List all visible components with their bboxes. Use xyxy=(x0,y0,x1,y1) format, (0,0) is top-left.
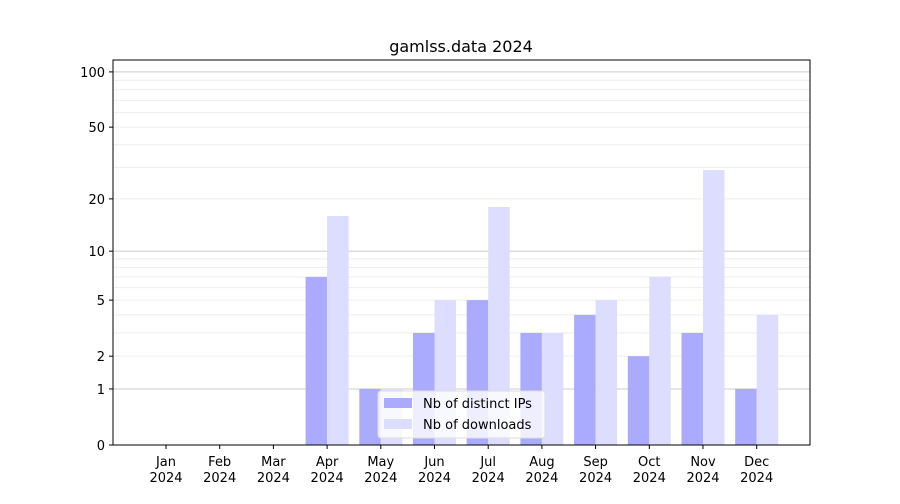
x-tick-label: Nov 2024 xyxy=(686,455,719,486)
x-tick-label: Mar 2024 xyxy=(257,455,290,486)
x-tick-label: May 2024 xyxy=(364,455,397,486)
x-tick-label: Jun 2024 xyxy=(418,455,451,486)
bar-distinct-ips xyxy=(627,356,650,445)
bar-distinct-ips xyxy=(359,388,381,445)
bar-distinct-ips xyxy=(681,332,703,445)
bar-distinct-ips xyxy=(574,314,596,445)
x-tick-label: Jul 2024 xyxy=(472,455,505,486)
legend-box xyxy=(377,390,546,439)
y-tick-label: 100 xyxy=(80,66,105,81)
legend: Nb of distinct IPs Nb of downloads xyxy=(377,390,546,439)
bar-distinct-ips xyxy=(735,388,757,445)
bar-downloads xyxy=(488,206,510,445)
y-tick-label: 50 xyxy=(88,121,105,136)
bar-downloads xyxy=(649,276,671,445)
x-tick-label: Oct 2024 xyxy=(633,455,666,486)
bar-downloads xyxy=(327,215,349,445)
x-tick-label: Dec 2024 xyxy=(740,455,773,486)
legend-swatch xyxy=(384,419,412,429)
x-tick-label: Feb 2024 xyxy=(203,455,236,486)
bar-downloads xyxy=(541,332,564,445)
y-tick-label: 20 xyxy=(88,193,105,208)
y-tick-label: 10 xyxy=(88,245,105,260)
y-tick-label: 1 xyxy=(97,383,105,398)
x-tick-label: Apr 2024 xyxy=(311,455,344,486)
bar-downloads xyxy=(595,300,618,445)
bar-distinct-ips xyxy=(305,276,328,445)
bar-downloads xyxy=(756,314,779,445)
bar-downloads xyxy=(703,170,725,445)
y-tick-label: 0 xyxy=(97,439,105,454)
x-tick-label: Jan 2024 xyxy=(149,455,182,486)
legend-label: Nb of downloads xyxy=(423,418,532,433)
plot-frame xyxy=(112,59,811,446)
legend-label: Nb of distinct IPs xyxy=(423,397,532,412)
y-tick-label: 5 xyxy=(97,294,105,309)
y-tick-label: 2 xyxy=(97,350,105,365)
chart-title: gamlss.data 2024 xyxy=(389,37,533,56)
x-tick-label: Sep 2024 xyxy=(579,455,612,486)
x-tick-label: Aug 2024 xyxy=(525,455,558,486)
legend-swatch xyxy=(384,398,412,408)
